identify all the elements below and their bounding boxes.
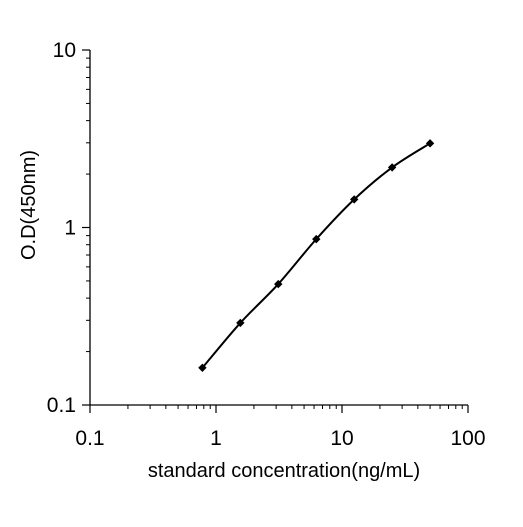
data-point-marker — [425, 139, 435, 148]
y-tick-label: 0.1 — [47, 394, 76, 417]
data-point-marker — [274, 279, 283, 289]
series-line — [201, 142, 431, 369]
minor-ticks — [86, 57, 463, 409]
x-tick-label: 10 — [330, 427, 353, 450]
major-ticks — [82, 49, 469, 413]
data-point-marker — [387, 163, 397, 172]
y-tick-label: 1 — [64, 217, 76, 240]
x-tick-label: 100 — [450, 427, 485, 450]
data-point-marker — [198, 363, 207, 373]
x-tick-label: 1 — [210, 427, 222, 450]
axes — [82, 49, 469, 413]
y-axis-title: O.D(450nm) — [18, 150, 40, 260]
data-point-marker — [236, 318, 245, 328]
x-axis-title: standard concentration(ng/mL) — [148, 460, 420, 482]
series-layer — [198, 139, 435, 373]
x-tick-label: 0.1 — [75, 427, 104, 450]
data-point-marker — [312, 234, 321, 244]
data-point-marker — [350, 195, 359, 204]
x-tick-labels: 0.1 1 10 100 — [75, 427, 485, 450]
y-tick-labels: 0.1 1 10 — [47, 39, 76, 417]
y-tick-label: 10 — [53, 39, 76, 62]
